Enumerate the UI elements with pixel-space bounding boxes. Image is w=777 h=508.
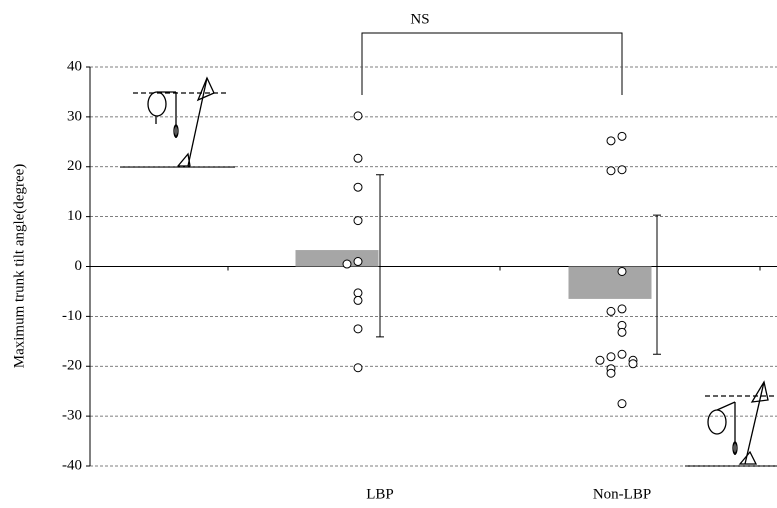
data-point — [607, 369, 615, 377]
data-point — [618, 267, 626, 275]
figure-upright — [120, 78, 235, 167]
y-tick-label: -30 — [62, 408, 82, 424]
data-point — [607, 353, 615, 361]
y-axis-label: Maximum trunk tilt angle(degree) — [11, 164, 27, 369]
data-point — [607, 137, 615, 145]
bar — [296, 250, 379, 266]
y-tick-label: 40 — [67, 58, 82, 74]
y-tick-label: -40 — [62, 457, 82, 473]
data-point — [354, 289, 362, 297]
y-tick-label: 0 — [75, 258, 83, 274]
data-point — [596, 356, 604, 364]
chart: NS Maximum trunk tilt angle(degree) -40 -… — [0, 0, 777, 508]
data-point — [343, 260, 351, 268]
data-point — [354, 154, 362, 162]
y-tick-label: 20 — [67, 158, 82, 174]
data-point — [618, 305, 626, 313]
data-point — [618, 132, 626, 140]
y-tick-label: -20 — [62, 358, 82, 374]
bar — [569, 267, 652, 299]
y-tick-label: 30 — [67, 108, 82, 124]
x-tick-label: Non-LBP — [593, 486, 651, 502]
data-point — [618, 350, 626, 358]
data-point — [354, 296, 362, 304]
data-point — [354, 258, 362, 266]
x-tick-label: LBP — [366, 486, 394, 502]
data-point — [354, 325, 362, 333]
data-point — [607, 307, 615, 315]
data-point — [354, 364, 362, 372]
data-point — [354, 183, 362, 191]
y-tick-label: 10 — [67, 208, 82, 224]
ns-bracket — [362, 33, 622, 95]
figure-leaning — [685, 382, 777, 466]
annotation: NS — [410, 11, 429, 27]
y-tick-label: -10 — [62, 308, 82, 324]
data-point — [607, 167, 615, 175]
error-bar — [653, 215, 661, 354]
data-point — [629, 360, 637, 368]
data-point — [618, 400, 626, 408]
data-point — [618, 166, 626, 174]
data-point — [354, 217, 362, 225]
data-point — [354, 112, 362, 120]
data-point — [618, 328, 626, 336]
